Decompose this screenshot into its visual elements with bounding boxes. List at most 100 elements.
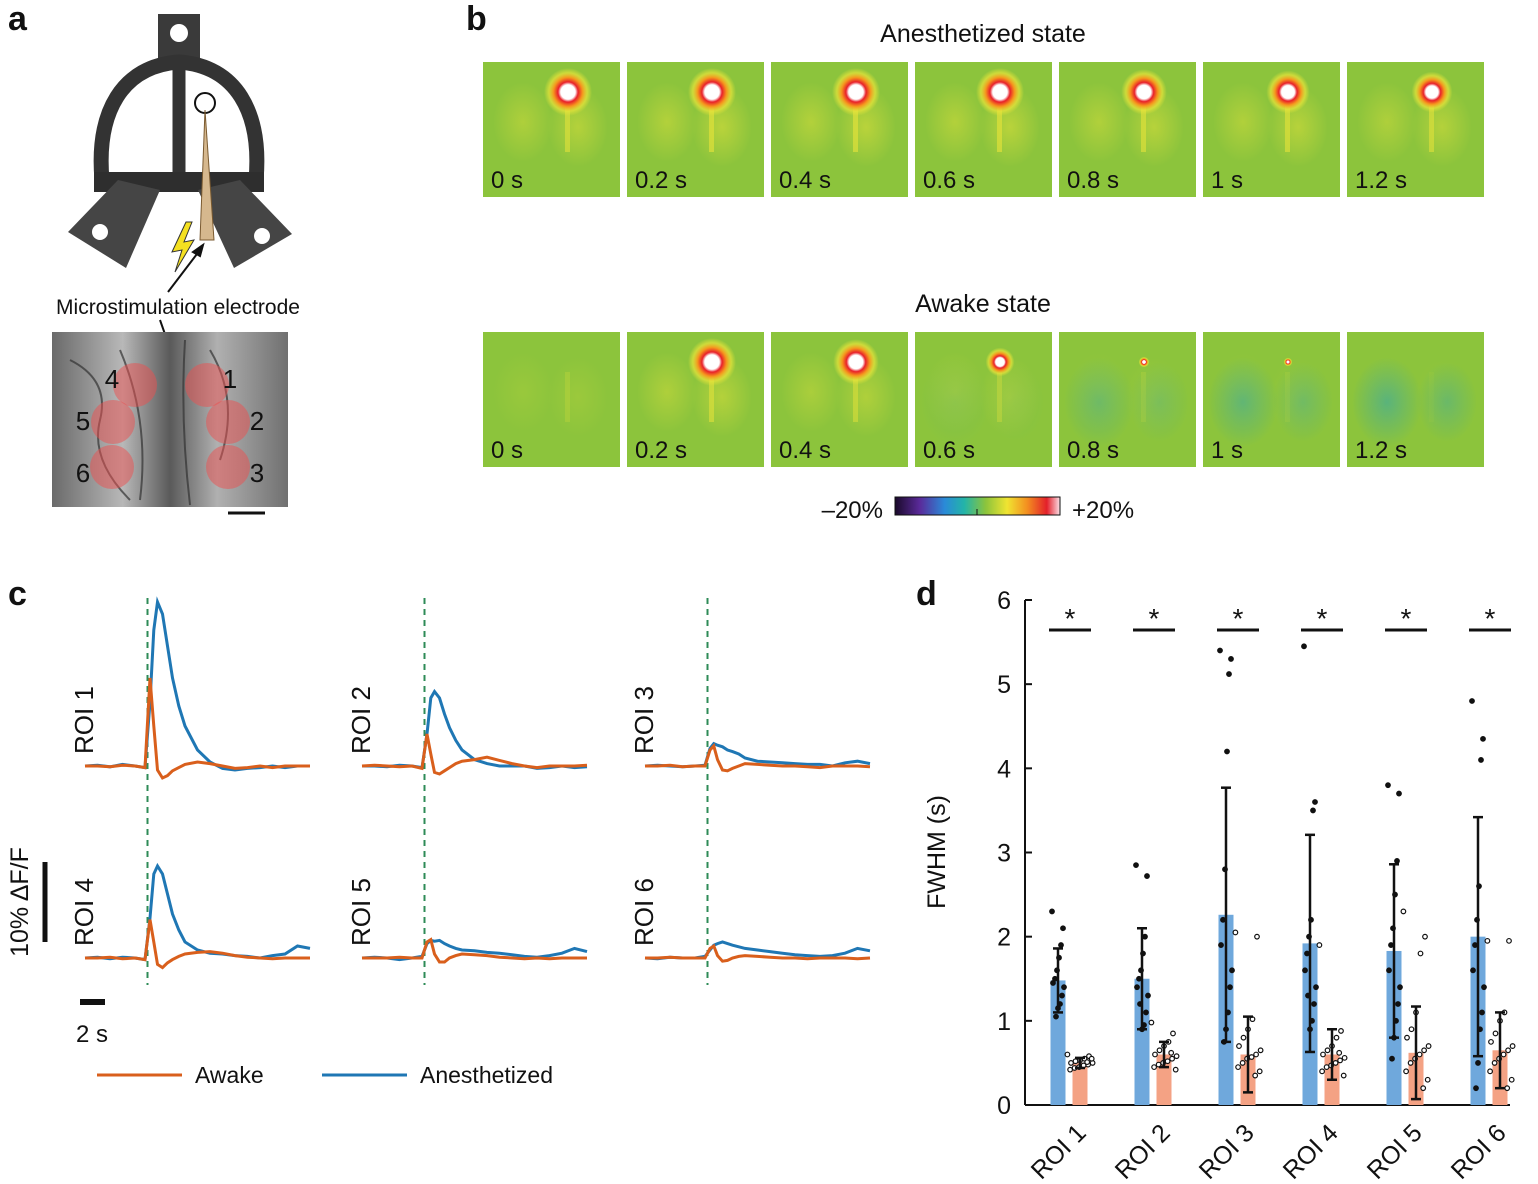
frame: 1 s xyxy=(1203,332,1340,467)
trace xyxy=(85,919,310,970)
x-tick-label: ROI 3 xyxy=(1194,1119,1260,1184)
data-point xyxy=(1170,1030,1176,1037)
error-bar xyxy=(1495,1011,1505,1090)
data-point xyxy=(1311,1001,1317,1007)
roi-title: ROI 1 xyxy=(69,686,99,754)
data-point xyxy=(1491,1060,1498,1066)
data-point xyxy=(1312,799,1318,805)
significance-star: * xyxy=(1317,603,1328,634)
significance-star: * xyxy=(1401,603,1412,634)
data-point xyxy=(1385,782,1391,789)
frame: 0.2 s xyxy=(627,62,764,197)
data-point xyxy=(1060,925,1066,932)
y-tick-label: 6 xyxy=(997,587,1011,615)
data-point xyxy=(1304,950,1310,957)
data-point xyxy=(1404,1034,1410,1041)
activity xyxy=(493,82,553,162)
roi-title: ROI 6 xyxy=(629,878,659,946)
data-point xyxy=(1134,984,1140,991)
activity xyxy=(709,102,714,152)
error-bar xyxy=(1305,833,1315,1054)
electrode-label: Microstimulation electrode xyxy=(56,296,300,319)
error-bar xyxy=(1411,1005,1421,1101)
activation xyxy=(1266,70,1310,114)
frame: 0.6 s xyxy=(915,332,1052,467)
data-point xyxy=(1400,908,1407,915)
data-point xyxy=(1492,1030,1499,1037)
activity xyxy=(925,82,985,162)
data-point xyxy=(1173,1053,1180,1060)
error-bar xyxy=(1243,1015,1253,1094)
data-point xyxy=(1257,1047,1264,1054)
y-axis-label: FWHM (s) xyxy=(923,795,951,909)
panel-c: ROI 1 ROI 2 ROI 3 ROI 4 ROI 5 ROI 6 10% ΔF/F 2 … xyxy=(6,596,871,1088)
data-point xyxy=(1395,1001,1401,1007)
data-point xyxy=(1145,992,1151,999)
data-point xyxy=(1500,1051,1507,1058)
frame: 1.2 s xyxy=(1347,62,1484,197)
data-point xyxy=(1064,1051,1071,1058)
data-point xyxy=(1253,1051,1259,1058)
data-point xyxy=(1470,967,1476,974)
frame: 0.8 s xyxy=(1059,332,1196,467)
roi-title: ROI 2 xyxy=(346,686,376,754)
row-title: Anesthetized state xyxy=(880,20,1086,48)
data-point xyxy=(1084,1059,1091,1065)
activity xyxy=(1069,82,1129,162)
roi-circle xyxy=(113,363,157,407)
frame: 0.8 s xyxy=(1059,62,1196,197)
frame-label: 0.4 s xyxy=(779,437,831,464)
data-point xyxy=(1232,929,1239,936)
data-point xyxy=(1416,1051,1423,1058)
data-point xyxy=(1337,1057,1343,1064)
colorbar-max: +20% xyxy=(1072,497,1134,524)
data-point xyxy=(1479,1009,1485,1016)
data-point xyxy=(1155,1061,1162,1068)
roi-number: 4 xyxy=(105,364,119,394)
frame: 0.2 s xyxy=(627,332,764,467)
frame: 0 s xyxy=(483,332,620,467)
trace xyxy=(85,677,310,780)
frame: 0.6 s xyxy=(915,62,1052,197)
error-bar xyxy=(1075,1056,1085,1070)
data-point xyxy=(1478,757,1484,763)
panel-label: c xyxy=(8,575,27,613)
frame-label: 0.8 s xyxy=(1067,437,1119,464)
data-point xyxy=(1224,748,1230,755)
roi-title: ROI 3 xyxy=(629,686,659,754)
activity xyxy=(1417,362,1477,442)
data-point xyxy=(1310,807,1316,814)
y-tick-label: 3 xyxy=(997,840,1011,868)
y-tick-label: 1 xyxy=(997,1008,1011,1036)
data-point xyxy=(1217,647,1223,654)
row-title: Awake state xyxy=(915,290,1051,318)
y-tick-label: 2 xyxy=(997,924,1011,952)
trace xyxy=(362,937,587,964)
data-point xyxy=(1509,1043,1516,1049)
activation xyxy=(985,347,1015,377)
data-point xyxy=(1218,942,1224,948)
data-point xyxy=(1254,933,1260,940)
y-tick-label: 4 xyxy=(997,755,1011,783)
data-point xyxy=(1059,992,1065,999)
data-point xyxy=(1252,1072,1259,1079)
data-point xyxy=(1394,858,1400,864)
roi-number: 3 xyxy=(250,458,264,488)
colorbar-min: –20% xyxy=(822,497,883,524)
data-point xyxy=(1397,984,1403,991)
data-point xyxy=(1396,790,1402,797)
data-point xyxy=(1341,1054,1348,1061)
data-point xyxy=(1340,1072,1347,1079)
data-point xyxy=(1168,1049,1175,1056)
x-tick-label: ROI 6 xyxy=(1446,1119,1512,1184)
data-point xyxy=(1323,1064,1330,1071)
trace xyxy=(84,862,311,962)
activation xyxy=(1138,356,1150,368)
data-point xyxy=(1220,916,1226,923)
data-point xyxy=(1425,1043,1432,1049)
electrode xyxy=(199,109,215,241)
activation xyxy=(544,68,592,116)
panel-b: Anesthetized state 0 s 0.2 s 0.4 s 0.6 s 0.8 … xyxy=(483,20,1484,467)
data-point xyxy=(1088,1055,1095,1062)
frame-label: 0.6 s xyxy=(923,167,975,194)
